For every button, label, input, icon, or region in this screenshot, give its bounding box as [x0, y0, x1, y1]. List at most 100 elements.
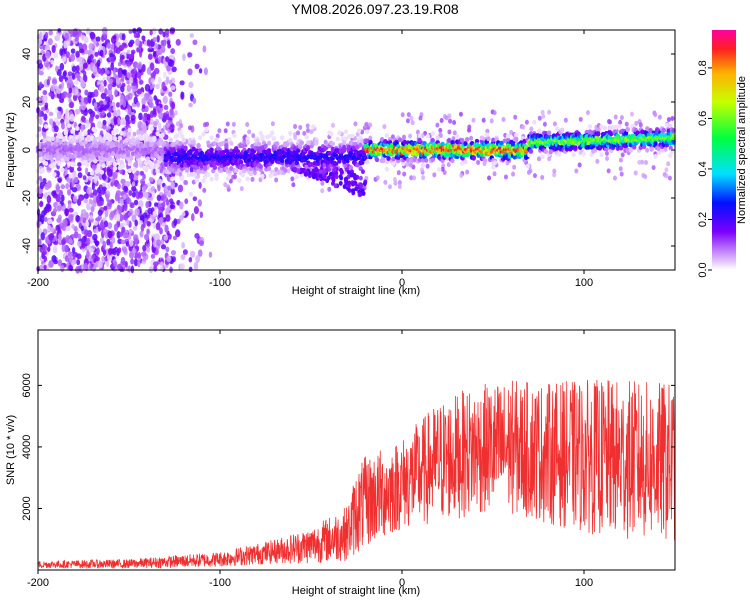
spectrogram-cell — [66, 82, 71, 90]
spectrogram-cell — [225, 176, 231, 181]
spectrogram-cell — [137, 259, 141, 268]
spectrogram-cell — [137, 220, 143, 226]
spectrogram-cell — [170, 48, 176, 55]
spectrogram-cell — [120, 256, 126, 266]
spectrogram-cell — [125, 152, 131, 158]
spectrogram-cell — [187, 68, 193, 76]
spectrogram-cell — [102, 240, 107, 249]
spectrogram-cell — [38, 63, 44, 69]
spectrogram-cell — [59, 62, 65, 71]
spectrogram-cell — [64, 167, 68, 176]
spectrogram-cell — [155, 131, 160, 137]
spectrogram-cell — [119, 198, 124, 205]
spectrogram-cell — [131, 192, 137, 198]
spectrogram-cell — [666, 117, 671, 123]
spectrogram-cell — [368, 122, 373, 128]
spectrogram-cell — [666, 161, 671, 167]
spectrogram-cell — [540, 154, 545, 160]
spectrogram-cell — [345, 159, 350, 164]
spectrogram-cell — [148, 142, 154, 148]
spectrogram-cell — [42, 178, 47, 184]
spectrogram-cell — [56, 217, 62, 223]
spectrogram-cell — [71, 181, 75, 187]
spectrogram-cell — [469, 135, 474, 141]
spectrogram-cell — [149, 29, 153, 36]
spectrogram-cell — [350, 133, 355, 139]
spectrogram-cell — [229, 140, 234, 146]
spectrogram-cell — [92, 233, 98, 241]
spectrogram-cell — [77, 240, 82, 247]
spectrogram-cell — [85, 220, 90, 228]
spectrogram-cell — [45, 239, 51, 245]
spectrogram-cell — [189, 171, 195, 177]
spectrogram-cell — [101, 186, 107, 192]
spectrogram-cell — [540, 175, 545, 181]
spectrogram-cell — [207, 143, 213, 149]
spectrogram-cell — [38, 117, 43, 125]
spectrogram-cell — [71, 65, 77, 73]
spectrogram-cell — [595, 158, 600, 164]
spectrogram-cell — [176, 168, 182, 174]
spectrogram-cell — [78, 131, 83, 137]
spectrogram-cell — [125, 94, 130, 101]
spectrogram-cell — [112, 166, 118, 171]
spectrogram-cell — [61, 244, 66, 252]
spectrogram-cell — [158, 28, 164, 35]
spectrogram-cell — [435, 135, 440, 141]
spectrogram-cell — [42, 250, 47, 255]
spectrogram-cell — [514, 132, 519, 138]
spectrogram-cell — [113, 261, 118, 268]
spectrogram-cell — [71, 171, 77, 178]
spectrogram-cell — [619, 171, 624, 177]
spectrogram-cell — [418, 115, 423, 121]
spectrogram-cell — [165, 113, 170, 121]
spectrogram-cell — [74, 80, 79, 86]
spectrogram-cell — [212, 165, 218, 170]
spectrogram-cell — [152, 129, 157, 137]
spectrogram-cell — [379, 137, 385, 142]
spectrogram-cell — [460, 138, 465, 143]
spectrogram-cell — [229, 166, 234, 171]
spectrogram-cell — [139, 79, 144, 85]
spectrogram-cell — [161, 81, 166, 90]
spectrogram-cell — [99, 130, 104, 136]
spectrogram-cell — [39, 201, 44, 208]
spectrogram-cell — [107, 199, 113, 208]
spectrogram-cell — [93, 102, 98, 108]
spectrogram-cell — [66, 176, 71, 183]
spectrogram-cell — [512, 164, 517, 170]
spectrogram-cell — [267, 140, 272, 146]
spectrogram-cell — [503, 174, 508, 180]
spectrogram-cell — [290, 176, 295, 182]
spectrogram-cell — [55, 137, 60, 143]
spectrogram-cell — [103, 205, 108, 211]
spectrogram-cell — [57, 233, 62, 240]
spectrogram-cell — [447, 129, 452, 135]
spectrogram-cell — [405, 118, 410, 124]
spectrogram-cell — [49, 226, 55, 233]
spectrogram-cell — [432, 172, 437, 178]
spectrogram-cell — [152, 222, 157, 229]
spectrogram-cell — [397, 137, 403, 143]
spectrogram-cell — [251, 133, 256, 139]
spectrogram-cell — [156, 179, 162, 185]
spectrogram-cell — [640, 129, 645, 135]
spectrogram-cell — [141, 104, 146, 109]
spectrogram-cell — [650, 146, 655, 152]
spectrogram-cell — [552, 172, 557, 178]
spectrogram-cell — [39, 215, 45, 223]
spectrogram-cell — [77, 162, 82, 167]
spectrogram-cell — [347, 144, 352, 150]
spectrogram-cell — [89, 170, 95, 176]
spectrogram-cell — [170, 181, 175, 187]
spectrogram-cell — [86, 249, 90, 258]
spectrogram-cell — [152, 210, 157, 217]
spectrogram-cell — [124, 180, 131, 188]
spectrogram-cell — [111, 151, 116, 156]
spectrogram-cell — [89, 31, 96, 40]
spectrogram-cell — [139, 230, 144, 238]
spectrogram-cell — [98, 260, 103, 269]
spectrogram-cell — [177, 184, 184, 193]
spectrogram-cell — [420, 133, 425, 139]
spectrogram-cell — [333, 183, 338, 189]
